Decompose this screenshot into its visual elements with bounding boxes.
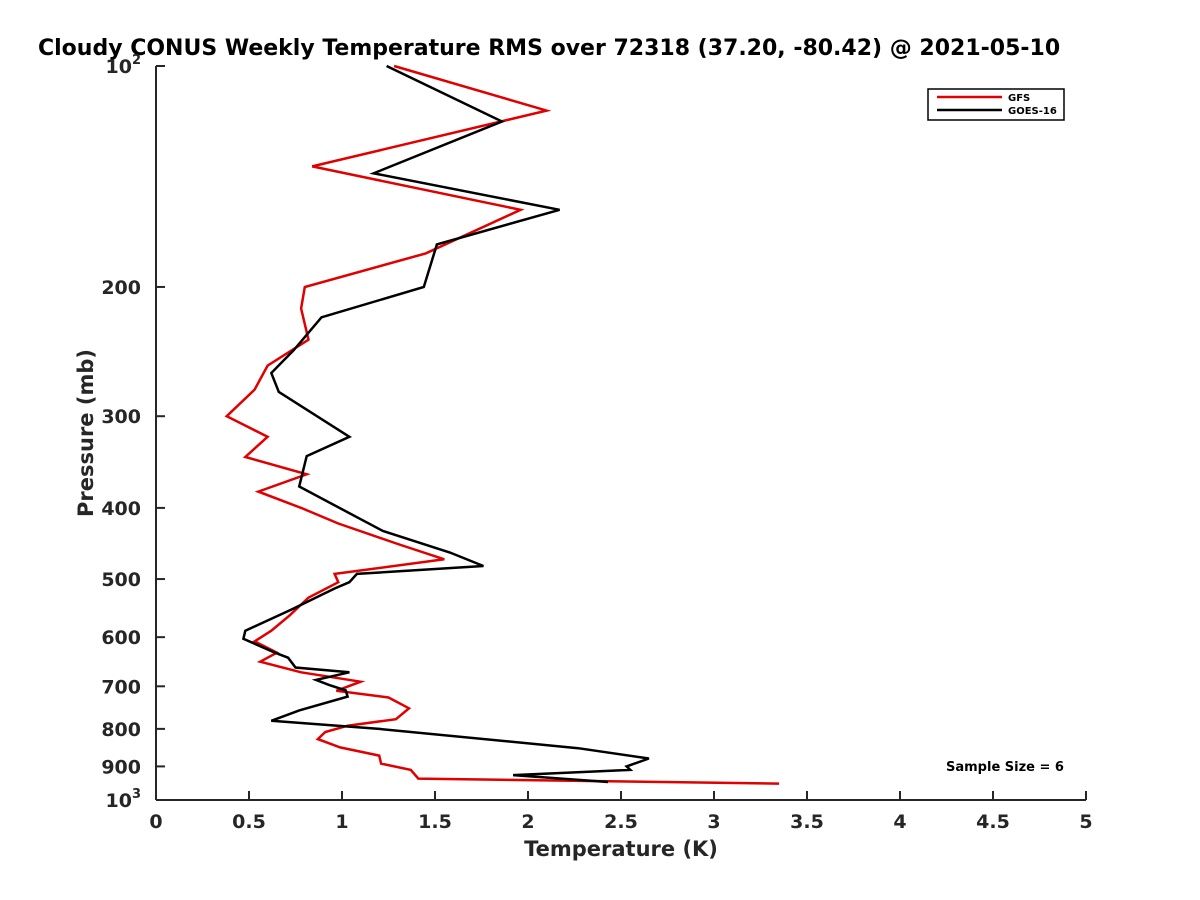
- y-tick-exponent: 3: [132, 787, 141, 802]
- x-tick-label: 1: [335, 811, 348, 833]
- y-tick-label: 700: [101, 676, 141, 698]
- series-line-goes16: [241, 64, 650, 784]
- y-tick-base: 10: [106, 56, 132, 78]
- x-axis-ticks: 0 0.5 1 1.5 2 2.5 3 3.5 4 4.5 5: [149, 791, 1093, 833]
- x-tick-label: 0.5: [232, 811, 266, 833]
- series-line-gfs: [224, 64, 780, 785]
- y-tick-label: 200: [101, 277, 141, 299]
- x-tick-label: 2.5: [604, 811, 638, 833]
- y-tick-label: 900: [101, 756, 141, 778]
- legend-label-gfs: GFS: [1008, 93, 1030, 104]
- y-tick-exponent: 2: [132, 53, 141, 68]
- y-tick-label: 400: [101, 498, 141, 520]
- x-tick-label: 3.5: [790, 811, 824, 833]
- legend: GFS GOES-16: [927, 88, 1065, 121]
- x-axis-label: Temperature (K): [524, 837, 718, 861]
- y-tick-label: 102: [106, 53, 142, 78]
- x-tick-label: 0: [149, 811, 162, 833]
- y-tick-label: 800: [101, 719, 141, 741]
- y-tick-base: 10: [106, 790, 132, 812]
- x-tick-label: 3: [707, 811, 720, 833]
- x-tick-label: 5: [1079, 811, 1092, 833]
- x-tick-label: 2: [521, 811, 534, 833]
- y-tick-label: 300: [101, 406, 141, 428]
- plot-area: [224, 64, 780, 785]
- legend-label-goes16: GOES-16: [1008, 106, 1057, 117]
- legend-box: [927, 88, 1065, 121]
- y-tick-label: 500: [101, 569, 141, 591]
- sample-size-annotation: Sample Size = 6: [946, 760, 1064, 775]
- y-tick-label: 103: [106, 787, 142, 812]
- y-tick-label: 600: [101, 627, 141, 649]
- x-tick-label: 4.5: [976, 811, 1010, 833]
- x-tick-label: 1.5: [418, 811, 452, 833]
- y-axis-label: Pressure (mb): [74, 349, 98, 517]
- chart-title: Cloudy CONUS Weekly Temperature RMS over…: [38, 36, 1060, 61]
- x-tick-label: 4: [893, 811, 906, 833]
